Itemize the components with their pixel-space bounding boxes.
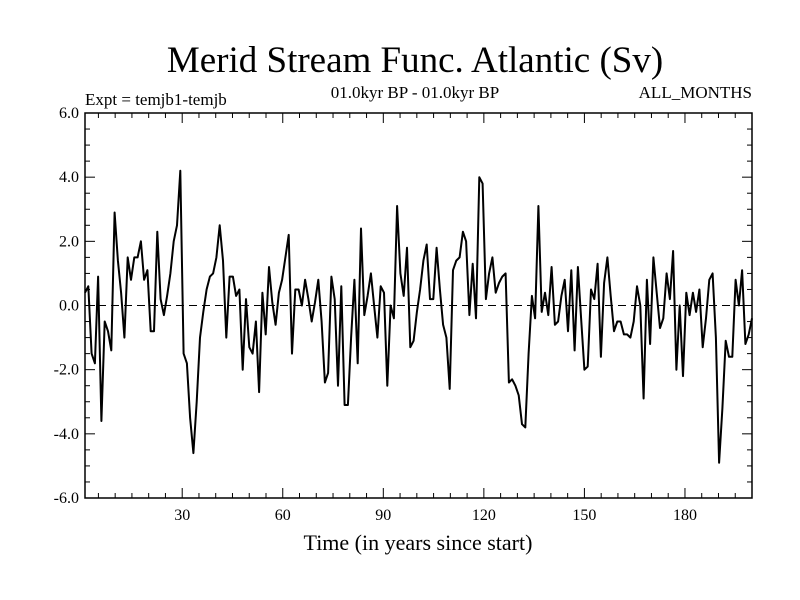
- chart-subtitle-right: ALL_MONTHS: [639, 83, 752, 102]
- chart-subtitle-left: Expt = temjb1-temjb: [85, 90, 227, 109]
- y-tick-label: -2.0: [54, 362, 79, 379]
- y-tick-label: 4.0: [59, 169, 79, 186]
- x-tick-label: 180: [673, 507, 697, 524]
- x-tick-label: 150: [572, 507, 596, 524]
- y-tick-label: 0.0: [59, 298, 79, 315]
- chart-title: Merid Stream Func. Atlantic (Sv): [167, 40, 663, 81]
- y-tick-label: 6.0: [59, 105, 79, 122]
- x-tick-label: 60: [275, 507, 291, 524]
- y-tick-label: -6.0: [54, 490, 79, 507]
- x-tick-label: 30: [174, 507, 190, 524]
- x-axis-label: Time (in years since start): [304, 530, 533, 555]
- x-tick-label: 90: [375, 507, 391, 524]
- x-axis: 30 60 90 120 150 180: [97, 113, 736, 524]
- y-tick-label: 2.0: [59, 233, 79, 250]
- chart-subtitle-center: 01.0kyr BP - 01.0kyr BP: [331, 83, 499, 102]
- x-tick-label: 120: [472, 507, 496, 524]
- plot-frame: [84, 112, 753, 499]
- series-line: [84, 169, 753, 464]
- y-tick-label: -4.0: [54, 426, 79, 443]
